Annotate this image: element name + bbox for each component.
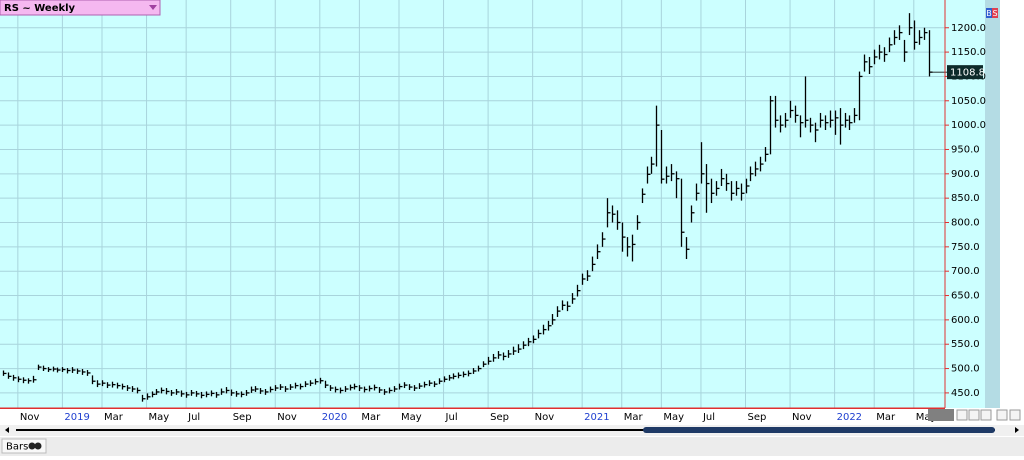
y-tick-label: 650.0 — [951, 291, 980, 302]
sell-label: S — [992, 9, 997, 18]
x-axis-band — [0, 408, 1024, 425]
bars — [2, 13, 947, 402]
x-tick-label: Sep — [233, 412, 252, 423]
x-labels: Nov 2019 Mar May Jul Sep Nov 2020 Mar May Jul Sep No… — [20, 412, 937, 423]
x-tick-label: Mar — [624, 412, 644, 423]
y-tick-label: 750.0 — [951, 242, 980, 253]
x-tick-label: Nov — [535, 412, 555, 423]
chart-title: RS ~ Weekly — [4, 3, 76, 14]
side-panel — [985, 0, 1000, 408]
buy-button[interactable] — [986, 8, 992, 18]
y-tick-label: 500.0 — [951, 364, 980, 375]
dropdown-arrow[interactable] — [149, 5, 157, 10]
x-tick-label: Sep — [490, 412, 509, 423]
x-tick-label: Mar — [876, 412, 896, 423]
y-tick-label: 550.0 — [951, 339, 980, 350]
mode-box[interactable] — [1, 438, 47, 454]
mode-icon — [34, 442, 42, 450]
x-tick-label: Sep — [748, 412, 767, 423]
y-tick-label: 1000.0 — [951, 120, 986, 131]
zoom-button[interactable] — [968, 409, 980, 421]
mode-icon — [28, 442, 36, 450]
y-tick-label: 950.0 — [951, 144, 980, 155]
last-price-box — [947, 65, 983, 80]
buy-label: B — [986, 9, 992, 18]
y-tick-label: 1050.0 — [951, 96, 986, 107]
toolbar — [0, 437, 1024, 456]
grid — [0, 0, 949, 408]
symbol-box[interactable] — [0, 0, 161, 16]
x-tick-label: Mar — [104, 412, 124, 423]
zoom-button[interactable] — [956, 409, 968, 421]
zoom-button[interactable] — [1009, 409, 1021, 421]
y-tick-label: 800.0 — [951, 218, 980, 229]
x-tick-label: May — [663, 412, 684, 423]
y-tick-label: 900.0 — [951, 169, 980, 180]
x-tick-label: Nov — [20, 412, 40, 423]
scroll-corner — [928, 409, 954, 421]
sell-button[interactable] — [992, 8, 998, 18]
y-tick-label: 850.0 — [951, 193, 980, 204]
y-tick-label: 600.0 — [951, 315, 980, 326]
x-tick-label: Jul — [445, 412, 458, 423]
scroll-left[interactable] — [5, 427, 9, 433]
scroll-thumb[interactable] — [643, 427, 995, 433]
side-blank — [1000, 0, 1024, 408]
zoom-buttons — [956, 409, 1021, 421]
x-tick-label: May — [149, 412, 170, 423]
x-tick-label: 2020 — [322, 412, 347, 423]
y-tick-label: 1150.0 — [951, 47, 986, 58]
last-price-label: 1108.8 — [950, 68, 985, 79]
x-tick-label: Nov — [277, 412, 297, 423]
scroll-right[interactable] — [1015, 427, 1019, 433]
y-tick-label: 450.0 — [951, 388, 980, 399]
x-tick-label: Jul — [187, 412, 200, 423]
y-tick-label: 700.0 — [951, 266, 980, 277]
x-tick-label: 2019 — [64, 412, 89, 423]
x-tick-label: 2022 — [837, 412, 862, 423]
zoom-button[interactable] — [980, 409, 992, 421]
zoom-button[interactable] — [996, 409, 1008, 421]
x-tick-label: Jul — [702, 412, 715, 423]
x-tick-label: May — [916, 412, 937, 423]
x-tick-label: Mar — [361, 412, 381, 423]
x-tick-label: Nov — [792, 412, 812, 423]
x-tick-label: 2021 — [584, 412, 609, 423]
plot-background — [0, 0, 985, 408]
y-labels: 450.0 500.0 550.0 600.0 650.0 700.0 750.0 800.0… — [947, 23, 986, 399]
mode-label: Bars — [6, 442, 28, 453]
y-tick-label: 1200.0 — [951, 23, 986, 34]
x-tick-label: May — [401, 412, 422, 423]
